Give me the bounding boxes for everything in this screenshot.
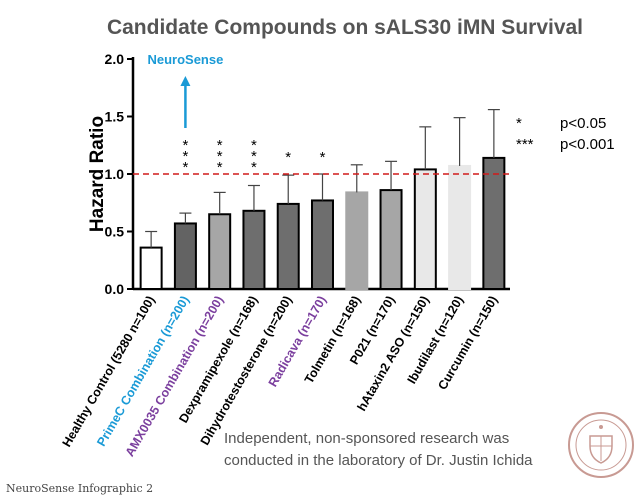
bar	[208, 213, 232, 290]
y-tick-label: 1.5	[105, 109, 125, 125]
significance-mark: *	[182, 148, 188, 165]
legend-text: p<0.05	[560, 115, 606, 132]
y-tick-label: 0.0	[105, 281, 125, 297]
significance-mark: *	[320, 149, 326, 166]
bar	[276, 202, 300, 290]
significance-mark: *	[251, 148, 257, 165]
y-tick-label: 1.0	[105, 166, 125, 182]
y-tick-label: 0.5	[105, 224, 125, 240]
university-seal	[568, 412, 634, 478]
significance-mark: *	[251, 137, 257, 154]
disclaimer-text: Independent, non-sponsored research was …	[224, 430, 533, 469]
significance-mark: *	[251, 159, 257, 176]
chart-title: Candidate Compounds on sALS30 iMN Surviv…	[107, 16, 583, 39]
bar	[242, 209, 266, 290]
significance-mark: *	[217, 159, 223, 176]
marks: ********** *NeuroSense	[133, 52, 510, 248]
bar	[139, 246, 163, 291]
bar	[413, 168, 437, 290]
neurosense-annotation: NeuroSense	[147, 52, 223, 67]
significance-mark: *	[285, 149, 291, 166]
bars	[139, 156, 506, 291]
significance-legend: * p<0.05 *** p<0.001	[516, 115, 615, 153]
bar	[311, 199, 334, 290]
significance-mark: *	[182, 159, 188, 176]
y-axis-label: Hazard Ratio	[87, 116, 108, 232]
footnote: NeuroSense Infographic 2	[6, 482, 154, 495]
bar	[482, 156, 506, 290]
bar	[448, 164, 472, 290]
legend-symbol: *	[516, 115, 522, 132]
bar	[173, 222, 197, 290]
significance-mark: *	[217, 137, 223, 154]
legend-symbol: ***	[516, 136, 534, 153]
neurosense-arrow-head	[180, 76, 191, 86]
y-tick-label: 2.0	[105, 51, 125, 67]
significance-mark: *	[182, 137, 188, 154]
significance-mark: *	[217, 148, 223, 165]
bar	[379, 189, 403, 291]
bar	[345, 191, 369, 290]
legend-text: p<0.001	[560, 136, 615, 153]
